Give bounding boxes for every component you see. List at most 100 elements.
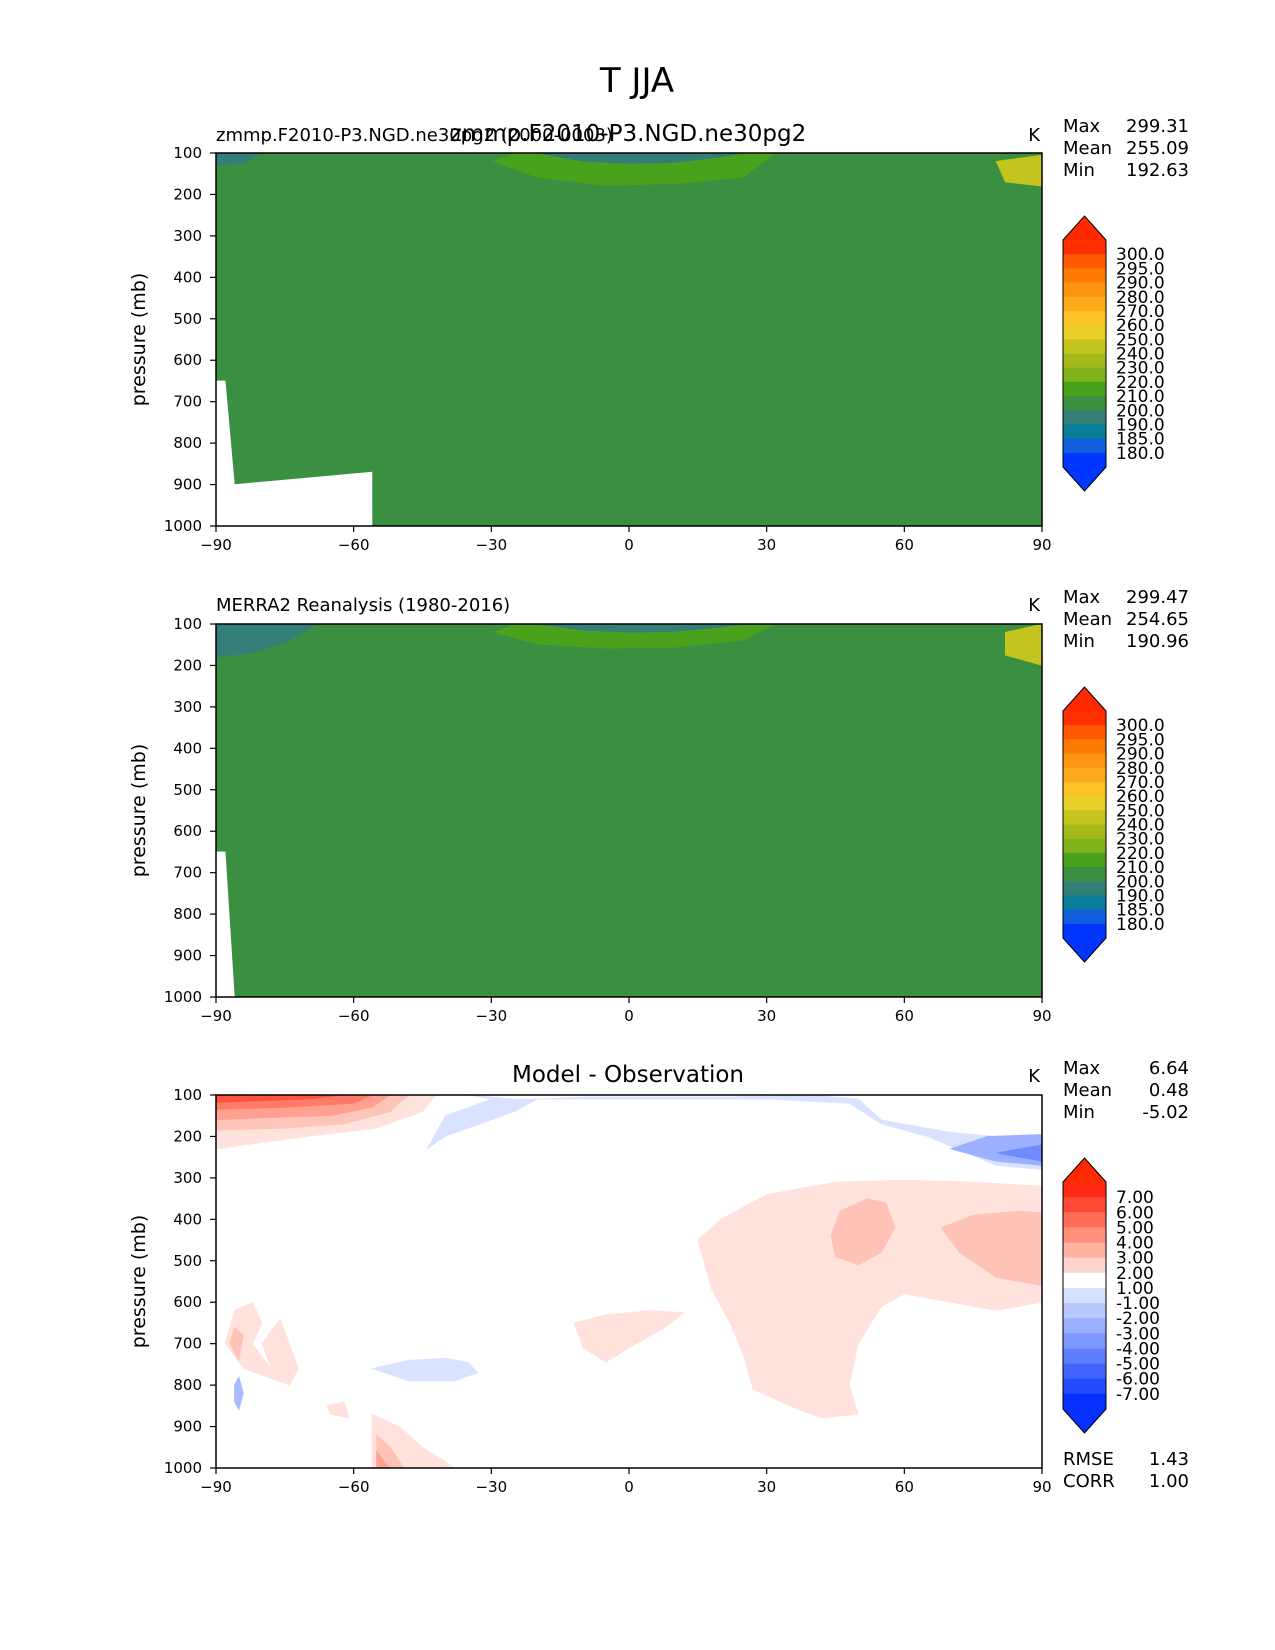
model-colorbar-swatch <box>1063 381 1106 397</box>
obs-colorbar-label: 260.0 <box>1116 787 1165 807</box>
model-colorbar-swatch <box>1063 254 1106 269</box>
obs-stat-value-min: 190.96 <box>1126 631 1189 652</box>
panel-model: zmmp.F2010-P3.NGD.ne30pg2 (2000-0003) zm… <box>128 116 1189 554</box>
model-xtick-label: 30 <box>757 536 776 554</box>
obs-colorbar-label: 240.0 <box>1116 816 1165 836</box>
model-ytick-label: 1000 <box>164 517 202 535</box>
figure-title: T JJA <box>599 61 674 101</box>
panel-obs: MERRA2 Reanalysis (1980-2016) K −90 −60 −3… <box>128 587 1189 1025</box>
diff-contour-region-10 <box>940 1210 1042 1286</box>
diff-extra-stat-label-corr: CORR <box>1063 1471 1115 1492</box>
panel-obs-left-title: MERRA2 Reanalysis (1980-2016) <box>216 595 510 616</box>
panel-obs-units: K <box>1028 595 1041 616</box>
obs-colorbar-label: 290.0 <box>1116 745 1165 765</box>
model-stat-value-mean: 255.09 <box>1126 138 1189 159</box>
diff-colorbar-label: -7.00 <box>1116 1385 1160 1405</box>
diff-colorbar-swatch <box>1063 1257 1106 1274</box>
model-colorbar-label: 185.0 <box>1116 430 1165 450</box>
obs-ytick-label: 800 <box>173 905 202 923</box>
model-colorbar-swatch <box>1063 367 1106 383</box>
model-colorbar-swatch <box>1063 296 1106 312</box>
diff-colorbar: 7.006.005.004.003.002.001.00-1.00-2.00-3… <box>1062 1157 1160 1434</box>
obs-ytick-label: 100 <box>173 615 202 633</box>
model-ytick-label: 200 <box>173 185 202 203</box>
obs-stat-label-min: Min <box>1063 631 1095 652</box>
diff-colorbar-label: 3.00 <box>1116 1249 1154 1269</box>
model-colorbar-label: 210.0 <box>1116 387 1165 407</box>
obs-ytick-label: 200 <box>173 656 202 674</box>
model-colorbar-swatch <box>1063 325 1106 340</box>
panel-diff: Model - Observation K −90 −60 −30 0 30 60 90 10… <box>128 1058 1189 1496</box>
obs-xtick-label: 60 <box>895 1007 914 1025</box>
obs-contour-region-14 <box>216 851 235 997</box>
diff-colorbar-label: 1.00 <box>1116 1279 1154 1299</box>
obs-xtick-label: −90 <box>200 1007 232 1025</box>
model-ytick-label: 500 <box>173 310 202 328</box>
obs-stat-label-mean: Mean <box>1063 609 1112 630</box>
diff-extra-stat-value-corr: 1.00 <box>1149 1471 1189 1492</box>
model-colorbar-swatch <box>1063 282 1106 298</box>
model-ytick-label: 400 <box>173 268 202 286</box>
diff-colorbar-label: -4.00 <box>1116 1339 1160 1359</box>
diff-contour-region-7 <box>996 1144 1042 1162</box>
diff-ytick-label: 1000 <box>164 1459 202 1477</box>
obs-colorbar-swatch <box>1063 867 1106 882</box>
obs-contour-region-10 <box>216 624 1042 997</box>
diff-xtick-label: 30 <box>757 1478 776 1496</box>
obs-ytick-label: 300 <box>173 698 202 716</box>
diff-colorbar-swatch <box>1063 1272 1106 1289</box>
model-stat-value-max: 299.31 <box>1126 116 1189 137</box>
diff-xtick-label: 60 <box>895 1478 914 1496</box>
diff-colorbar-swatch <box>1063 1287 1106 1304</box>
obs-colorbar-outline <box>1062 686 1107 963</box>
diff-contour-region-4 <box>216 1095 345 1103</box>
diff-contours <box>216 1095 1042 1468</box>
diff-stat-label-mean: Mean <box>1063 1080 1112 1101</box>
panel-model-left-title: zmmp.F2010-P3.NGD.ne30pg2 (2000-0003) <box>216 125 613 146</box>
model-colorbar-label: 190.0 <box>1116 415 1165 435</box>
diff-colorbar-swatch <box>1063 1242 1106 1259</box>
model-xtick-label: −90 <box>200 536 232 554</box>
diff-colorbar-label: 6.00 <box>1116 1203 1154 1223</box>
diff-colorbar-label: -1.00 <box>1116 1294 1160 1314</box>
diff-colorbar-label: 4.00 <box>1116 1234 1154 1254</box>
diff-ytick-label: 600 <box>173 1293 202 1311</box>
diff-colorbar-top-extension <box>1063 1158 1106 1182</box>
diff-colorbar-swatch <box>1063 1182 1106 1198</box>
model-colorbar-label: 230.0 <box>1116 359 1165 379</box>
model-colorbar-swatch <box>1063 240 1106 255</box>
obs-colorbar-label: 250.0 <box>1116 801 1165 821</box>
model-colorbar-bottom-extension <box>1063 467 1106 491</box>
model-colorbar-swatch <box>1063 310 1106 326</box>
panel-diff-units: K <box>1028 1066 1041 1087</box>
diff-stat-value-min: -5.02 <box>1142 1102 1189 1123</box>
diff-stat-value-max: 6.64 <box>1149 1058 1189 1079</box>
model-colorbar-swatch <box>1063 353 1106 369</box>
panel-obs-plot: −90 −60 −30 0 30 60 90 100 200 300 400 500 600 700 800… <box>128 587 1189 1025</box>
panel-model-plot: −90 −60 −30 0 30 60 90 100 200 300 400 500 600 700 800… <box>128 116 1189 554</box>
diff-contour-region-5 <box>426 1095 1042 1170</box>
model-colorbar-outline <box>1062 215 1107 492</box>
obs-colorbar-swatch <box>1063 852 1106 868</box>
model-stat-value-min: 192.63 <box>1126 160 1189 181</box>
obs-ytick-label: 600 <box>173 822 202 840</box>
obs-ytick-label: 500 <box>173 781 202 799</box>
model-xtick-label: 60 <box>895 536 914 554</box>
diff-stat-label-max: Max <box>1063 1058 1101 1079</box>
diff-colorbar-label: -2.00 <box>1116 1309 1160 1329</box>
diff-xtick-label: 90 <box>1032 1478 1051 1496</box>
obs-xtick-label: 90 <box>1032 1007 1051 1025</box>
obs-colorbar-label: 180.0 <box>1116 915 1165 935</box>
model-xtick-label: −30 <box>476 536 508 554</box>
obs-colorbar-label: 185.0 <box>1116 901 1165 921</box>
panel-diff-plot: −90 −60 −30 0 30 60 90 100 200 300 400 500 600 700 800… <box>128 1058 1189 1496</box>
diff-colorbar-label: -5.00 <box>1116 1355 1160 1375</box>
obs-contour-region-12 <box>216 624 318 658</box>
diff-colorbar-swatch <box>1063 1348 1106 1364</box>
diff-ytick-label: 400 <box>173 1210 202 1228</box>
diff-ytick-label: 100 <box>173 1086 202 1104</box>
model-xtick-label: 0 <box>624 536 634 554</box>
diff-extra-stat-value-rmse: 1.43 <box>1149 1449 1189 1470</box>
obs-colorbar-swatch <box>1063 824 1106 840</box>
obs-colorbar-top-extension <box>1063 687 1106 711</box>
